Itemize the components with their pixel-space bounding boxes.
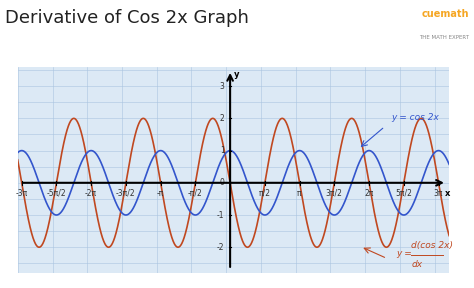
- Text: -π: -π: [157, 189, 164, 198]
- Text: dx: dx: [411, 260, 422, 269]
- Text: y = cos 2x: y = cos 2x: [392, 113, 439, 122]
- Text: THE MATH EXPERT: THE MATH EXPERT: [419, 35, 469, 39]
- Text: -3π: -3π: [16, 189, 28, 198]
- Text: y =: y =: [396, 249, 412, 258]
- Text: π: π: [297, 189, 302, 198]
- Text: 1: 1: [220, 146, 225, 155]
- Text: 2π: 2π: [365, 189, 374, 198]
- Text: -2π: -2π: [85, 189, 97, 198]
- Text: π/2: π/2: [259, 189, 271, 198]
- Text: x: x: [445, 189, 451, 198]
- Text: 5π/2: 5π/2: [395, 189, 412, 198]
- Text: -1: -1: [217, 211, 225, 219]
- Text: y: y: [233, 70, 239, 79]
- Text: -5π/2: -5π/2: [46, 189, 66, 198]
- Text: d(cos 2x): d(cos 2x): [411, 241, 454, 251]
- Text: 0: 0: [220, 178, 225, 187]
- Text: -π/2: -π/2: [188, 189, 203, 198]
- Text: -3π/2: -3π/2: [116, 189, 136, 198]
- Text: 3: 3: [220, 82, 225, 91]
- Text: cuemath: cuemath: [422, 9, 469, 19]
- Text: 2: 2: [220, 114, 225, 123]
- Text: Derivative of Cos 2x Graph: Derivative of Cos 2x Graph: [5, 9, 249, 27]
- Text: 3π/2: 3π/2: [326, 189, 343, 198]
- Text: 3π: 3π: [434, 189, 443, 198]
- Text: -2: -2: [217, 243, 225, 252]
